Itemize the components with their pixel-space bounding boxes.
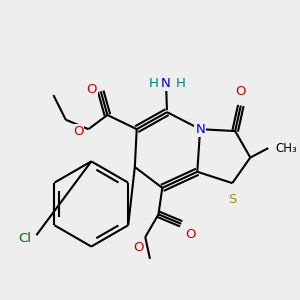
- Text: O: O: [236, 85, 246, 98]
- Text: O: O: [185, 228, 196, 241]
- Text: N: N: [195, 123, 205, 136]
- Text: S: S: [228, 193, 236, 206]
- Text: H: H: [176, 77, 185, 90]
- Text: Cl: Cl: [19, 232, 32, 244]
- Text: O: O: [133, 241, 143, 254]
- Text: N: N: [161, 77, 171, 90]
- Text: H: H: [148, 77, 158, 90]
- Text: N: N: [195, 123, 205, 136]
- Text: CH₃: CH₃: [276, 142, 298, 154]
- Text: O: O: [73, 124, 84, 138]
- Text: O: O: [86, 83, 97, 96]
